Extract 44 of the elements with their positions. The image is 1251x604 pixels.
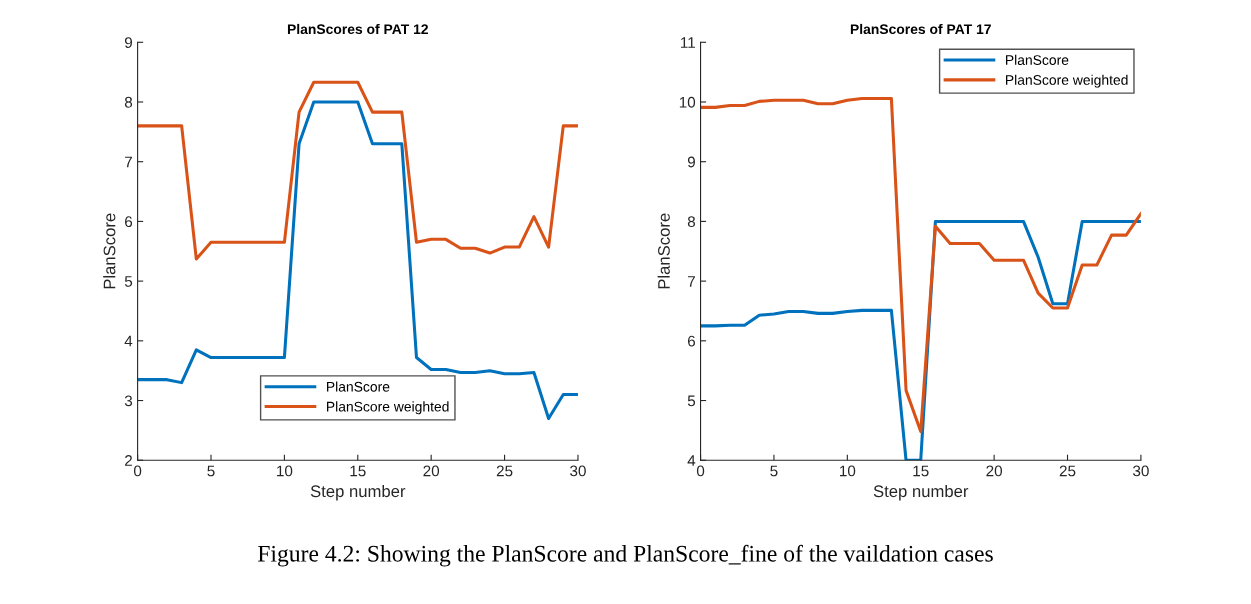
y-tick-label: 9 — [124, 37, 133, 48]
y-tick-label: 2 — [125, 455, 132, 466]
y-tick-label: 10 — [679, 96, 696, 108]
x-tick-label: 15 — [913, 465, 929, 477]
x-tick-label: 20 — [423, 465, 440, 477]
legend-label: PlanScore — [327, 381, 390, 392]
y-tick-label: 4 — [124, 335, 133, 347]
line-series — [137, 80, 578, 261]
x-tick-label: 0 — [133, 465, 142, 477]
y-tick-label: 5 — [687, 395, 696, 407]
x-tick-label: 5 — [207, 465, 215, 477]
y-tick-label: 4 — [687, 455, 696, 466]
chart-title: PlanScores of PAT 17 — [850, 23, 991, 35]
x-axis-title: Step number — [873, 484, 969, 501]
x-tick-label: 30 — [1133, 465, 1149, 477]
legend-label: PlanScore weighted — [1006, 74, 1128, 88]
y-tick-label: 11 — [681, 37, 695, 48]
x-tick-label: 25 — [1059, 465, 1076, 477]
y-tick-label: 6 — [125, 216, 133, 228]
x-tick-label: 25 — [496, 465, 513, 477]
x-tick-label: 20 — [986, 465, 1003, 477]
x-tick-label: 0 — [696, 465, 705, 477]
x-tick-label: 15 — [350, 465, 366, 477]
line-series — [137, 100, 578, 420]
chart-title: PlanScores of PAT 12 — [287, 23, 428, 35]
y-tick-label: 7 — [125, 156, 132, 168]
x-tick-label: 30 — [570, 465, 586, 477]
line-series — [700, 96, 1141, 434]
y-tick-label: 9 — [687, 156, 695, 168]
x-tick-label: 5 — [770, 465, 778, 477]
x-axis-title: Step number — [310, 484, 406, 501]
caption: Figure 4.2: Showing the PlanScore and PlanScore_fine of the vaildation cases — [257, 544, 993, 567]
legend-label: PlanScore weighted — [327, 401, 449, 415]
y-tick-label: 6 — [687, 335, 696, 347]
y-axis-title: PlanScore — [657, 213, 670, 289]
y-tick-label: 8 — [687, 216, 696, 228]
y-tick-label: 5 — [124, 276, 133, 287]
y-tick-label: 3 — [124, 395, 133, 407]
y-tick-label: 7 — [687, 276, 695, 287]
y-axis-title: PlanScore — [103, 213, 116, 289]
x-tick-label: 10 — [277, 465, 293, 477]
y-tick-label: 8 — [124, 96, 133, 108]
legend-label: PlanScore — [1006, 54, 1069, 65]
x-tick-label: 10 — [840, 465, 856, 477]
